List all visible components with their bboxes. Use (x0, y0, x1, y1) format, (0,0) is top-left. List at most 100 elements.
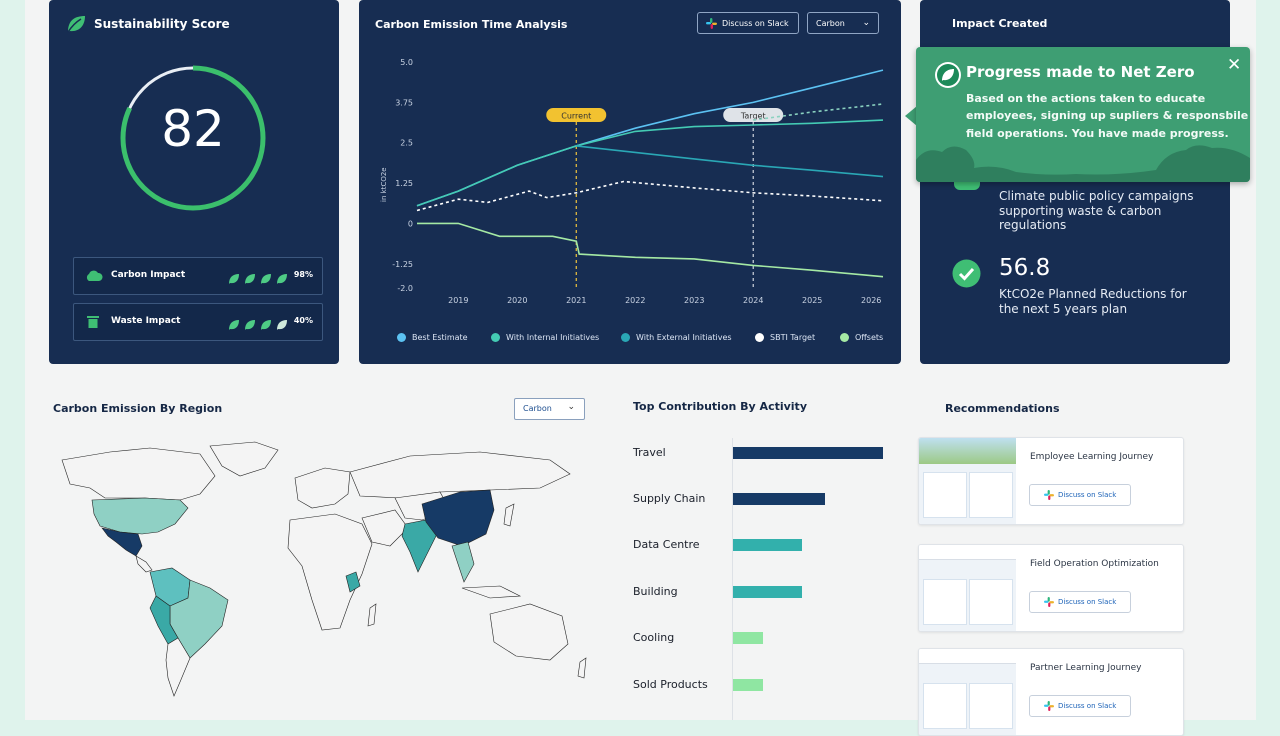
activity-bar[interactable] (733, 539, 802, 551)
emission-line-chart: 5.0 3.75 2.5 1.25 0 -1.25 -2.0 2019 2020 2021 2022… (380, 58, 884, 305)
score-value: 82 (161, 100, 225, 158)
marker-label: Target (740, 112, 766, 121)
thumbnail-panel (923, 472, 967, 518)
slack-icon (1044, 701, 1054, 711)
legend-sbti-target: SBTI Target (755, 333, 815, 342)
score-gauge-arc (120, 65, 266, 211)
x-tick-label: 2025 (802, 296, 822, 305)
marker-pill (723, 108, 784, 122)
activity-label: Cooling (633, 631, 675, 644)
map-europe (294, 467, 351, 509)
impact-title: Impact Created (952, 17, 1048, 30)
planned-reductions-text-1: KtCO2e Planned Reductions for (999, 287, 1187, 301)
time-analysis-title: Carbon Emission Time Analysis (375, 18, 568, 31)
planned-reductions-text-2: the next 5 years plan (999, 302, 1128, 316)
map-indonesia (461, 585, 522, 599)
rec-slack-label: Discuss on Slack (1058, 491, 1117, 499)
legend-dot (840, 333, 849, 342)
activity-label: Data Centre (633, 538, 700, 551)
thumbnail-panel (923, 579, 967, 625)
region-carbon-select[interactable]: Carbon ⌄ (514, 398, 585, 420)
marker-pill (546, 108, 607, 122)
series-line (417, 222, 884, 278)
map-china (421, 489, 495, 547)
rec-discuss-on-slack-button[interactable]: Discuss on Slack (1029, 695, 1131, 717)
recommendations-title: Recommendations (945, 402, 1060, 415)
map-usa (91, 497, 189, 535)
leaf-circle-icon (935, 62, 961, 88)
tooltip-title: Progress made to Net Zero (966, 63, 1195, 81)
y-tick-label: 3.75 (395, 98, 413, 107)
region-select-value: Carbon (523, 404, 552, 413)
y-tick-label: -1.25 (392, 260, 413, 269)
leaf-rating-icon (229, 274, 239, 284)
activity-label: Sold Products (633, 678, 708, 691)
series-line (416, 119, 884, 207)
map-southeast-asia (451, 541, 475, 583)
y-tick-label: 0 (408, 219, 413, 228)
policy-text-line-1: Climate public policy campaigns (999, 189, 1194, 203)
recommendation-card[interactable]: Employee Learning Journey Discuss on Slac… (918, 437, 1184, 525)
tooltip-line-1: Based on the actions taken to educate (966, 92, 1206, 105)
legend-dot (397, 333, 406, 342)
y-tick-label: -2.0 (397, 284, 413, 293)
activity-label: Travel (633, 446, 666, 459)
recommendation-title: Partner Learning Journey (1030, 663, 1142, 673)
carbon-impact-row[interactable]: Carbon Impact 98% (73, 257, 323, 295)
waste-impact-row[interactable]: Waste Impact 40% (73, 303, 323, 341)
map-greenland (209, 441, 279, 477)
score-gauge (120, 65, 266, 211)
activity-bar[interactable] (733, 632, 763, 644)
legend-label: With Internal Initiatives (506, 333, 600, 342)
legend-external-initiatives: With External Initiatives (621, 333, 732, 342)
policy-text-line-2: supporting waste & carbon regulations (999, 204, 1162, 232)
leaf-rating-icon (277, 320, 287, 330)
recommendation-thumbnail (919, 545, 1016, 631)
activity-bar[interactable] (733, 493, 825, 505)
sustainability-score-card: Sustainability Score 82 Carbon Impact 98… (49, 0, 339, 364)
rec-discuss-on-slack-button[interactable]: Discuss on Slack (1029, 484, 1131, 506)
activity-bar[interactable] (733, 679, 763, 691)
rec-discuss-on-slack-button[interactable]: Discuss on Slack (1029, 591, 1131, 613)
activity-bar[interactable] (733, 447, 883, 459)
tooltip-pointer (905, 106, 917, 126)
tooltip-line-2: employees, signing up supliers & respons… (966, 109, 1249, 122)
trash-icon (87, 316, 99, 328)
net-zero-tooltip: Progress made to Net Zero ✕ Based on the… (916, 47, 1250, 182)
recommendation-card[interactable]: Partner Learning Journey Discuss on Slack (918, 648, 1184, 736)
map-africa (287, 513, 373, 631)
activity-label: Supply Chain (633, 492, 706, 505)
recommendation-card[interactable]: Field Operation Optimization Discuss on S… (918, 544, 1184, 632)
world-map (61, 441, 587, 697)
activity-bar[interactable] (733, 586, 802, 598)
series-line (576, 145, 884, 178)
recommendation-title: Field Operation Optimization (1030, 559, 1159, 569)
leaf-rating-icon (245, 274, 255, 284)
leaf-rating-icon (245, 320, 255, 330)
recommendation-thumbnail (919, 438, 1016, 524)
x-tick-label: 2024 (743, 296, 763, 305)
map-australia (489, 603, 569, 661)
thumbnail-landscape (919, 438, 1016, 464)
activity-label: Building (633, 585, 678, 598)
map-canada (61, 447, 216, 501)
carbon-impact-label: Carbon Impact (111, 270, 186, 280)
tooltip-close-icon[interactable]: ✕ (1227, 55, 1242, 75)
thumbnail-panel (969, 472, 1013, 518)
cloud-icon (86, 270, 103, 281)
x-tick-label: 2022 (625, 296, 645, 305)
rec-slack-label: Discuss on Slack (1058, 598, 1117, 606)
map-kenya (345, 571, 361, 593)
marker-label: Current (561, 112, 591, 121)
chevron-down-icon: ⌄ (567, 402, 575, 412)
time-analysis-card: Carbon Emission Time Analysis Discuss on… (359, 0, 901, 364)
thumbnail-header (919, 649, 1016, 664)
map-japan (503, 503, 515, 527)
tooltip-line-3: field operations. You have made progress… (966, 127, 1229, 140)
rec-slack-label: Discuss on Slack (1058, 702, 1117, 710)
carbon-impact-leaf-rating (228, 270, 292, 289)
carbon-select[interactable]: Carbon ⌄ (807, 12, 879, 34)
discuss-on-slack-button[interactable]: Discuss on Slack (697, 12, 799, 34)
thumbnail-header (919, 545, 1016, 560)
clouds-decoration (916, 145, 1250, 182)
